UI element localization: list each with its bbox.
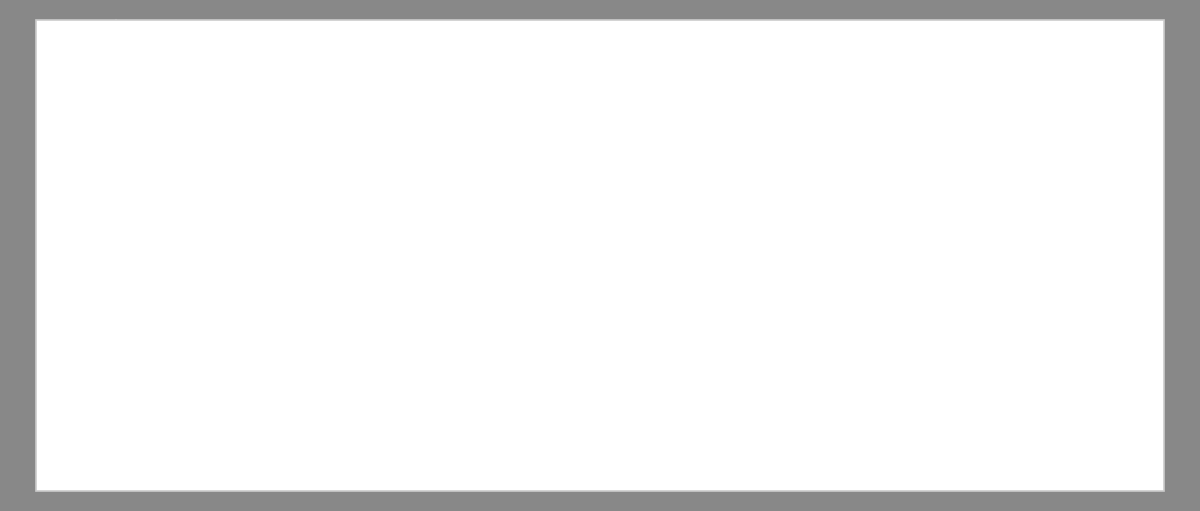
Text: A 400 mm diameter well fully penetrates a confined aquifer of thickness: A 400 mm diameter well fully penetrates … <box>128 61 860 80</box>
Text: distance of 100 m.: distance of 100 m. <box>128 299 317 318</box>
Text: Determine the hydraulic conductivity of the aquifer material: Determine the hydraulic conductivity of … <box>342 445 952 463</box>
Text: (b): (b) <box>50 61 85 81</box>
Text: (ii): (ii) <box>198 445 224 463</box>
Text: (i): (i) <box>198 373 220 392</box>
Text: the pumping well is observed as 4 m and the radius of influence is at a: the pumping well is observed as 4 m and … <box>128 220 846 239</box>
Text: Calculate the transmissivity of the aquifer;: Calculate the transmissivity of the aqui… <box>342 373 773 392</box>
Text: 20 m is pumped at a constant rate of 2500 m³/day.  The drawdown  in: 20 m is pumped at a constant rate of 250… <box>128 141 838 159</box>
